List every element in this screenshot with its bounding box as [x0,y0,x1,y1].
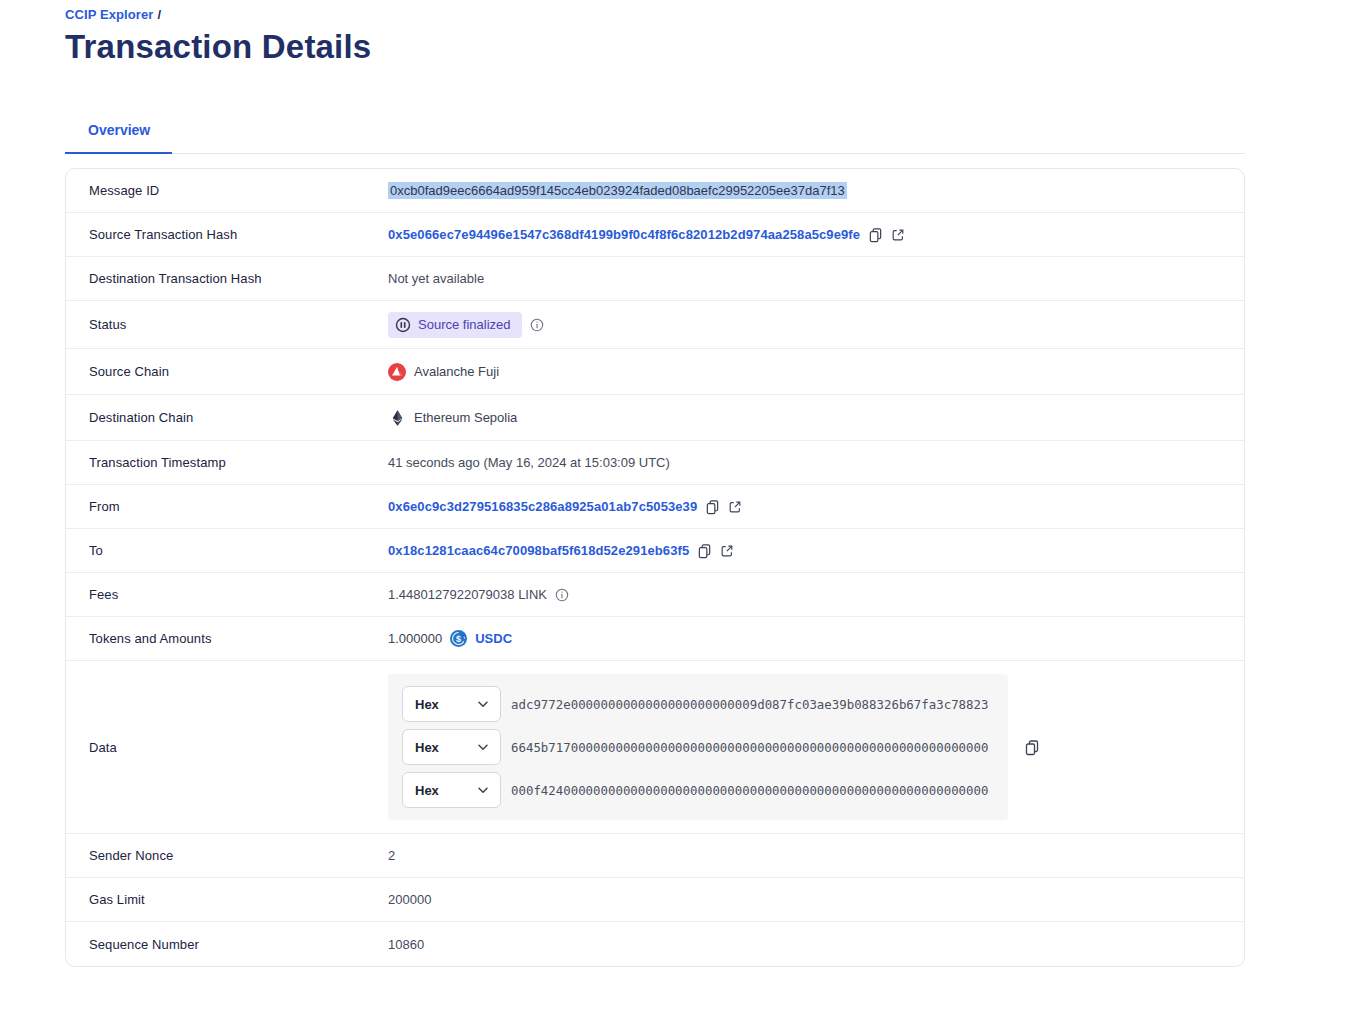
gas-limit-value: 200000 [388,892,431,907]
copy-icon[interactable] [697,543,712,559]
row-sequence-number: Sequence Number 10860 [66,922,1244,966]
chevron-down-icon [478,787,488,794]
data-label: Data [66,740,388,755]
row-from: From 0x6e0c9c3d279516835c286a8925a01ab7c… [66,485,1244,529]
source-chain-label: Source Chain [66,364,388,379]
svg-text:$: $ [456,634,461,644]
data-hex-line[interactable]: 000f424000000000000000000000000000000000… [511,783,988,798]
status-badge-text: Source finalized [418,317,511,332]
data-hex-line[interactable]: adc9772e0000000000000000000000009d087fc0… [511,697,988,712]
data-format-value: Hex [415,783,439,798]
tab-bar: Overview [65,112,1245,154]
row-gas-limit: Gas Limit 200000 [66,878,1244,922]
row-data: Data Hex adc9772e00000000000000000000000… [66,661,1244,834]
timestamp-label: Transaction Timestamp [66,455,388,470]
row-source-tx-hash: Source Transaction Hash 0x5e066ec7e94496… [66,213,1244,257]
sequence-number-label: Sequence Number [66,937,388,952]
row-to: To 0x18c1281caac64c70098baf5f618d52e291e… [66,529,1244,573]
ethereum-icon [388,409,406,427]
data-format-select[interactable]: Hex [402,686,501,722]
row-sender-nonce: Sender Nonce 2 [66,834,1244,878]
usdc-icon: $ [450,630,467,647]
dest-chain-value: Ethereum Sepolia [414,410,517,425]
source-tx-hash-link[interactable]: 0x5e066ec7e94496e1547c368df4199b9f0c4f8f… [388,227,860,242]
row-source-chain: Source Chain Avalanche Fuji [66,349,1244,395]
token-usdc-link[interactable]: USDC [475,631,512,646]
row-fees: Fees 1.4480127922079038 LINK [66,573,1244,617]
token-amount: 1.000000 [388,631,442,646]
data-format-select[interactable]: Hex [402,729,501,765]
sender-nonce-value: 2 [388,848,395,863]
breadcrumb: CCIP Explorer / [65,7,1245,22]
from-label: From [66,499,388,514]
external-link-icon[interactable] [720,544,734,558]
dest-tx-hash-value: Not yet available [388,271,484,286]
dest-chain-label: Destination Chain [66,410,388,425]
chevron-down-icon [478,744,488,751]
copy-icon[interactable] [868,227,883,243]
external-link-icon[interactable] [728,500,742,514]
data-format-value: Hex [415,697,439,712]
row-status: Status Source finalized [66,301,1244,349]
data-format-value: Hex [415,740,439,755]
sender-nonce-label: Sender Nonce [66,848,388,863]
data-format-select[interactable]: Hex [402,772,501,808]
copy-icon[interactable] [1024,739,1040,756]
data-line: Hex 6645b7170000000000000000000000000000… [402,729,994,765]
status-label: Status [66,317,388,332]
external-link-icon[interactable] [891,228,905,242]
finality-icon [395,317,411,333]
fees-label: Fees [66,587,388,602]
row-dest-chain: Destination Chain Ethereum Sepolia [66,395,1244,441]
copy-icon[interactable] [705,499,720,515]
data-hex-line[interactable]: 6645b71700000000000000000000000000000000… [511,740,988,755]
data-hex-box: Hex adc9772e0000000000000000000000009d08… [388,674,1008,820]
breadcrumb-ccip-explorer-link[interactable]: CCIP Explorer [65,7,153,22]
from-address-link[interactable]: 0x6e0c9c3d279516835c286a8925a01ab7c5053e… [388,499,697,514]
status-info-icon[interactable] [530,318,544,332]
avalanche-icon [388,363,406,381]
timestamp-value: 41 seconds ago (May 16, 2024 at 15:03:09… [388,455,670,470]
row-tokens: Tokens and Amounts 1.000000 $ USDC [66,617,1244,661]
transaction-details-page: CCIP Explorer / Transaction Details Overv… [0,0,1245,967]
status-badge: Source finalized [388,312,522,338]
tokens-label: Tokens and Amounts [66,631,388,646]
source-chain-value: Avalanche Fuji [414,364,499,379]
row-dest-tx-hash: Destination Transaction Hash Not yet ava… [66,257,1244,301]
to-label: To [66,543,388,558]
message-id-value[interactable]: 0xcb0fad9eec6664ad959f145cc4eb023924fade… [388,182,847,199]
data-line: Hex 000f42400000000000000000000000000000… [402,772,994,808]
transaction-details-card: Message ID 0xcb0fad9eec6664ad959f145cc4e… [65,168,1245,967]
to-address-link[interactable]: 0x18c1281caac64c70098baf5f618d52e291eb63… [388,543,689,558]
message-id-label: Message ID [66,183,388,198]
row-timestamp: Transaction Timestamp 41 seconds ago (Ma… [66,441,1244,485]
breadcrumb-separator: / [157,7,161,22]
data-line: Hex adc9772e0000000000000000000000009d08… [402,686,994,722]
dest-tx-hash-label: Destination Transaction Hash [66,271,388,286]
fees-info-icon[interactable] [555,588,569,602]
page-title: Transaction Details [65,28,1245,66]
gas-limit-label: Gas Limit [66,892,388,907]
chevron-down-icon [478,701,488,708]
tab-overview[interactable]: Overview [65,112,172,154]
fees-value: 1.4480127922079038 LINK [388,587,547,602]
sequence-number-value: 10860 [388,937,424,952]
source-tx-hash-label: Source Transaction Hash [66,227,388,242]
row-message-id: Message ID 0xcb0fad9eec6664ad959f145cc4e… [66,169,1244,213]
